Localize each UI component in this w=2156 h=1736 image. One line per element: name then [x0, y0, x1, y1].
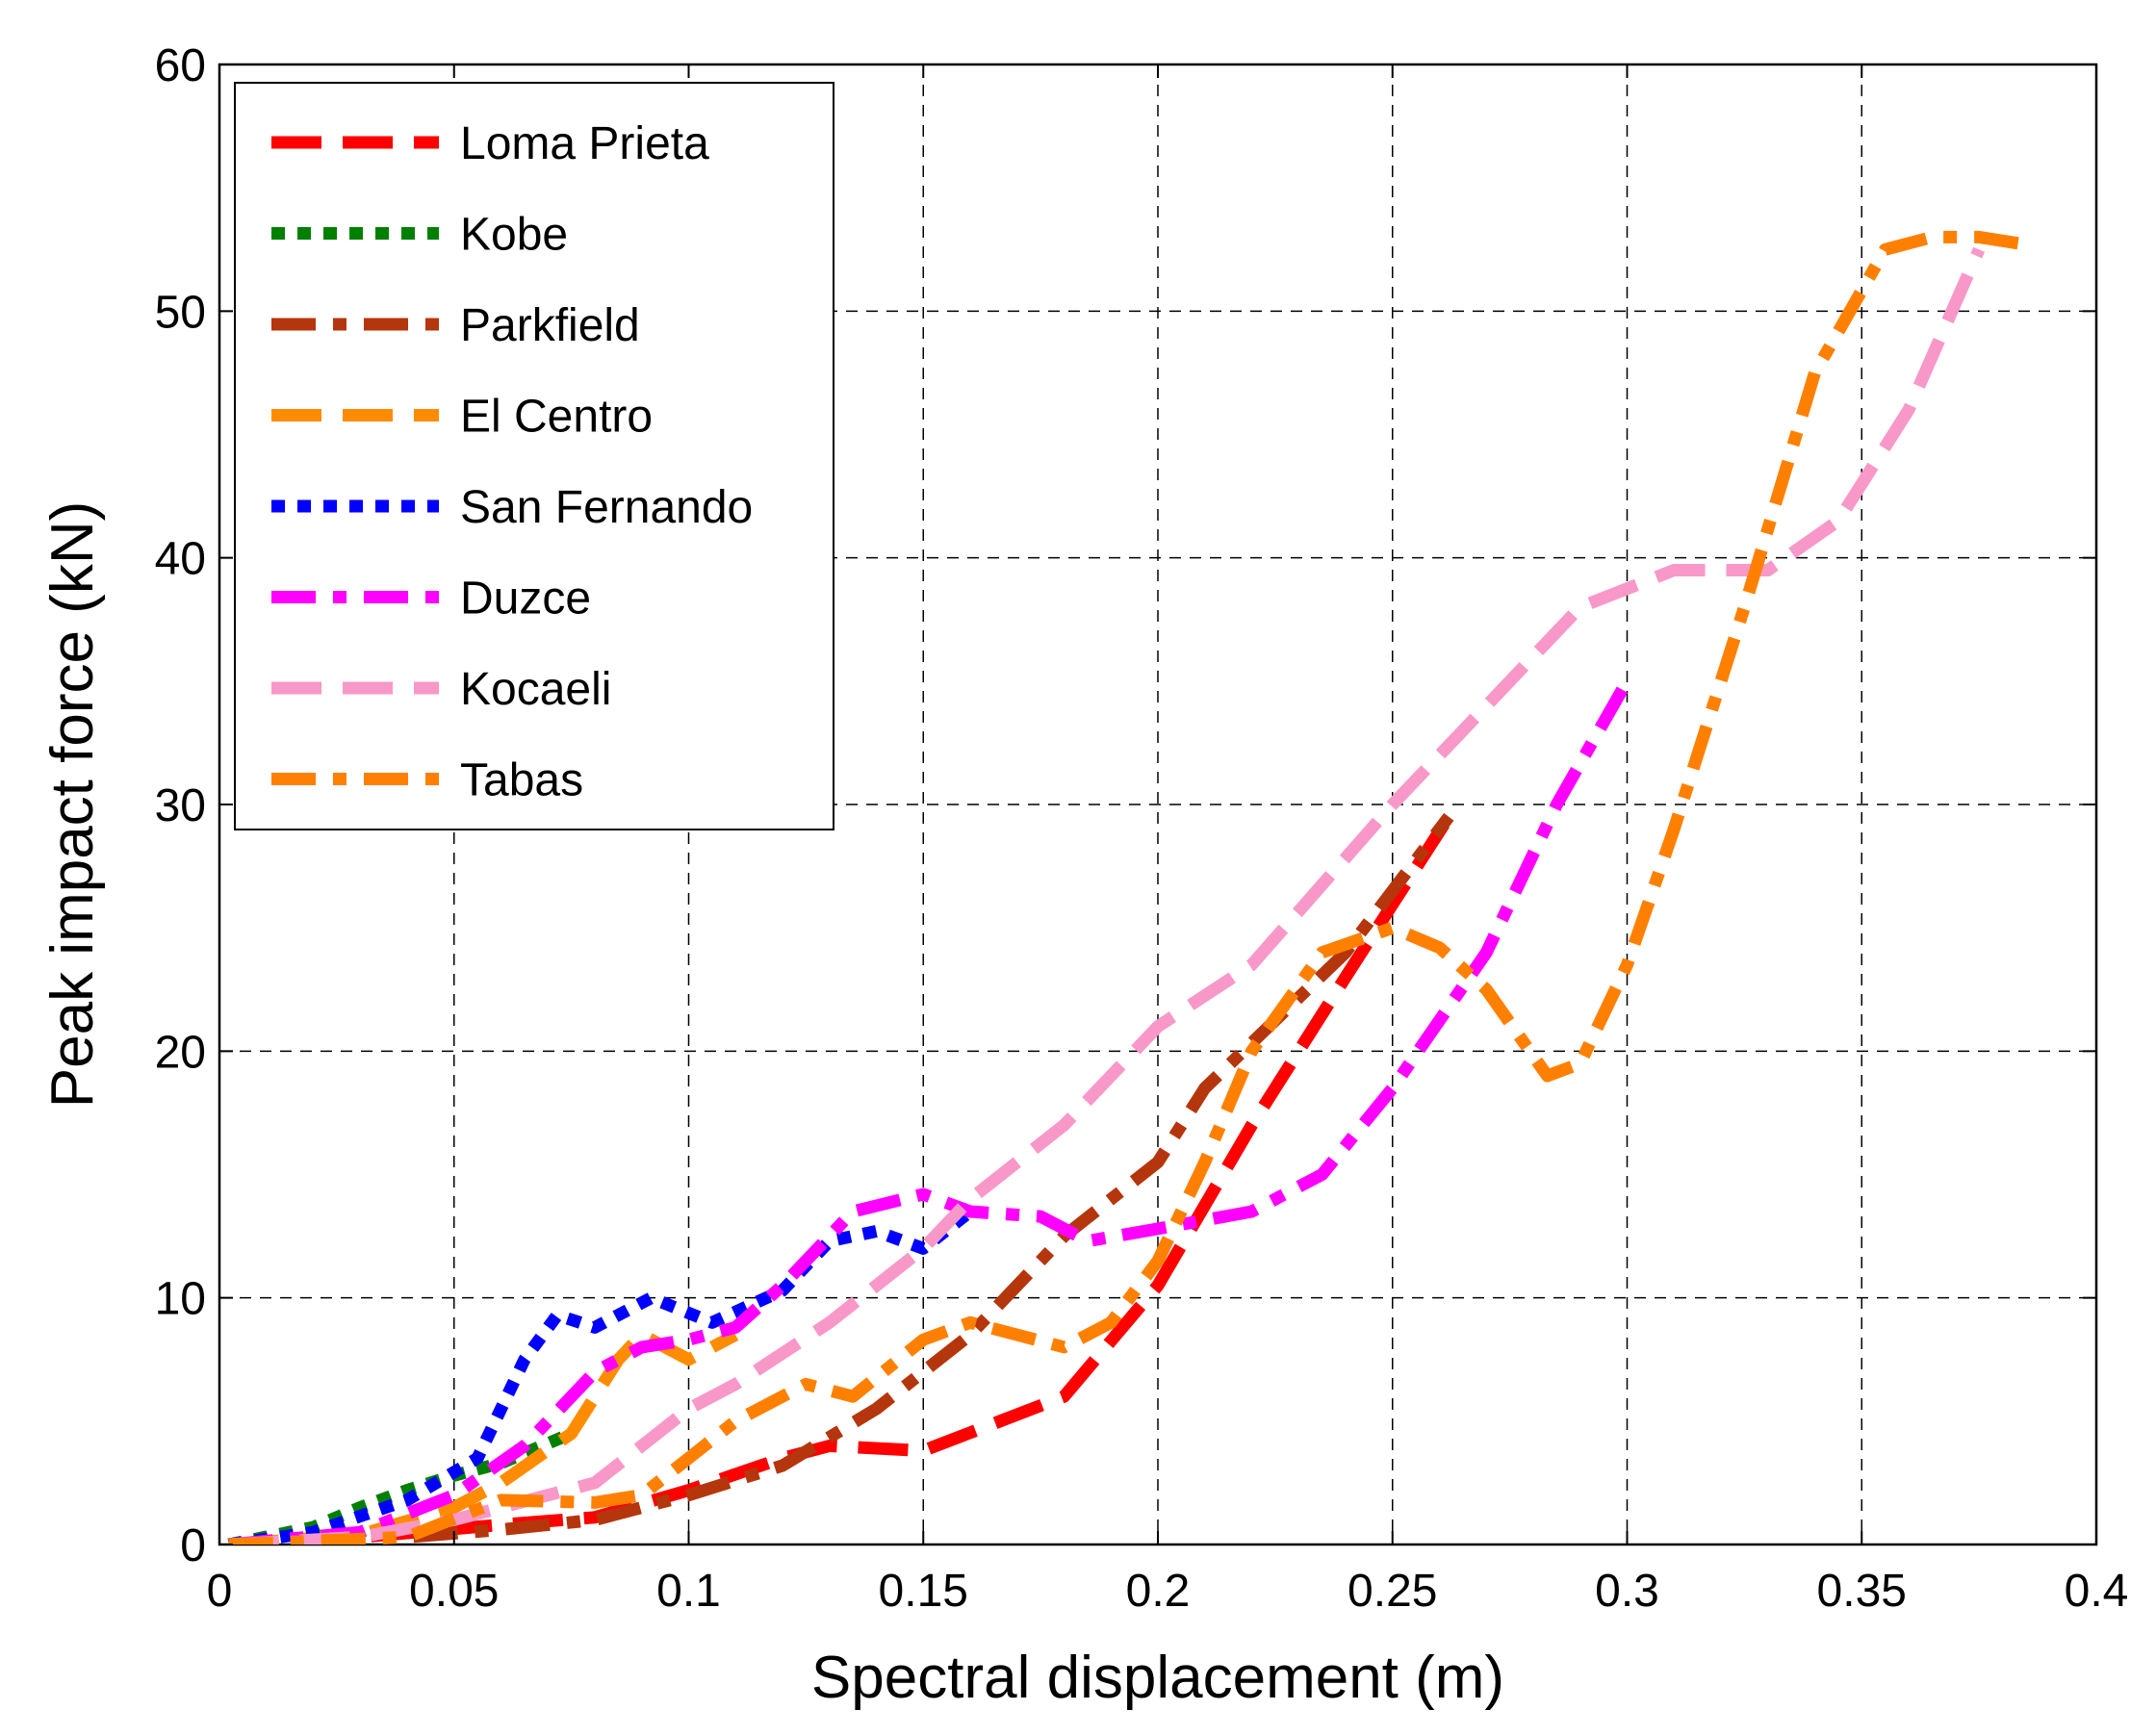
series-line-kocaeli [228, 246, 1986, 1545]
y-tick-label: 0 [180, 1520, 206, 1571]
legend: Loma Prieta Kobe Parkfield El Centro San Fer… [234, 82, 834, 830]
x-axis-label: Spectral displacement (m) [811, 1645, 1504, 1711]
series-line-tabas [228, 230, 2027, 1545]
series-line-san-fernando [227, 1206, 975, 1545]
y-tick-label: 40 [155, 534, 206, 585]
legend-label-parkfield: Parkfield [460, 300, 640, 351]
legend-label-tabas: Tabas [460, 755, 583, 806]
series-line-loma-prieta [228, 813, 1454, 1545]
ticks: 0 0.05 0.1 0.15 0.2 0.25 0.3 0.35 0.4 0 10 20 30 40 50… [155, 40, 2129, 1617]
series-line-duzce [228, 677, 1633, 1545]
x-tick-label: 0.15 [879, 1566, 968, 1617]
legend-label-loma-prieta: Loma Prieta [460, 118, 709, 169]
x-tick-label: 0.35 [1817, 1566, 1907, 1617]
x-tick-label: 0.05 [409, 1566, 499, 1617]
x-tick-label: 0.3 [1595, 1566, 1659, 1617]
y-tick-label: 20 [155, 1027, 206, 1078]
x-tick-label: 0.2 [1126, 1566, 1191, 1617]
legend-label-el-centro: El Centro [460, 392, 653, 443]
x-tick-label: 0.4 [2065, 1566, 2129, 1617]
legend-box [234, 82, 834, 830]
x-tick-label: 0.1 [656, 1566, 721, 1617]
legend-label-kocaeli: Kocaeli [460, 664, 611, 715]
series-layer [227, 230, 2027, 1545]
series-line-parkfield [228, 812, 1454, 1545]
y-axis-label: Peak impact force (kN) [39, 501, 106, 1109]
legend-label-san-fernando: San Fernando [460, 482, 753, 533]
x-tick-label: 0 [207, 1566, 233, 1617]
legend-label-kobe: Kobe [460, 210, 568, 261]
legend-label-duzce: Duzce [460, 574, 591, 625]
y-tick-label: 50 [155, 287, 206, 338]
y-tick-label: 30 [155, 780, 206, 831]
x-tick-label: 0.25 [1348, 1566, 1437, 1617]
y-tick-label: 60 [155, 40, 206, 91]
y-tick-label: 10 [155, 1274, 206, 1325]
